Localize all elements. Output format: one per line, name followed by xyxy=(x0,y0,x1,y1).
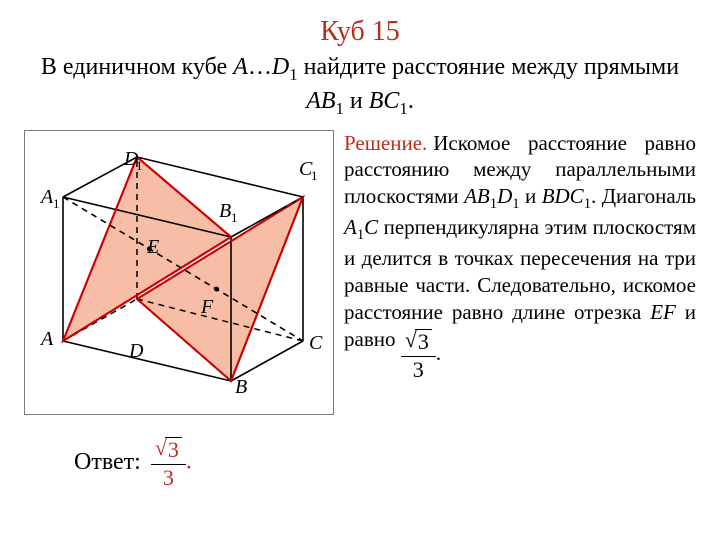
svg-text:B: B xyxy=(219,200,231,222)
svg-text:1: 1 xyxy=(311,168,318,183)
svg-text:E: E xyxy=(146,236,159,258)
solution-body: Искомое расстояние равно расстоянию межд… xyxy=(344,131,696,351)
svg-text:1: 1 xyxy=(53,196,60,211)
content-row: ABCDA1B1C1D1EF Решение.Искомое расстояни… xyxy=(24,130,696,415)
svg-text:B: B xyxy=(235,376,247,398)
answer-label: Ответ: xyxy=(74,449,141,476)
cube-diagram: ABCDA1B1C1D1EF xyxy=(29,135,329,405)
problem-statement: В единичном кубе A…D1 найдите расстояние… xyxy=(24,52,696,120)
page-title: Куб 15 xyxy=(24,16,696,48)
solution-label: Решение. xyxy=(344,131,427,155)
svg-text:1: 1 xyxy=(231,210,238,225)
cube-figure: ABCDA1B1C1D1EF xyxy=(24,130,334,415)
answer-formula: √3 3 . xyxy=(151,437,192,489)
svg-text:1: 1 xyxy=(136,158,143,173)
svg-text:A: A xyxy=(39,328,54,350)
svg-text:C: C xyxy=(309,332,323,354)
answer-row: Ответ: √3 3 . xyxy=(24,437,696,489)
solution-formula: √3 3 . xyxy=(401,329,441,381)
svg-text:F: F xyxy=(200,296,214,318)
solution-text: Решение.Искомое расстояние равно расстоя… xyxy=(344,130,696,382)
svg-text:D: D xyxy=(128,340,144,362)
svg-text:A: A xyxy=(39,186,54,208)
